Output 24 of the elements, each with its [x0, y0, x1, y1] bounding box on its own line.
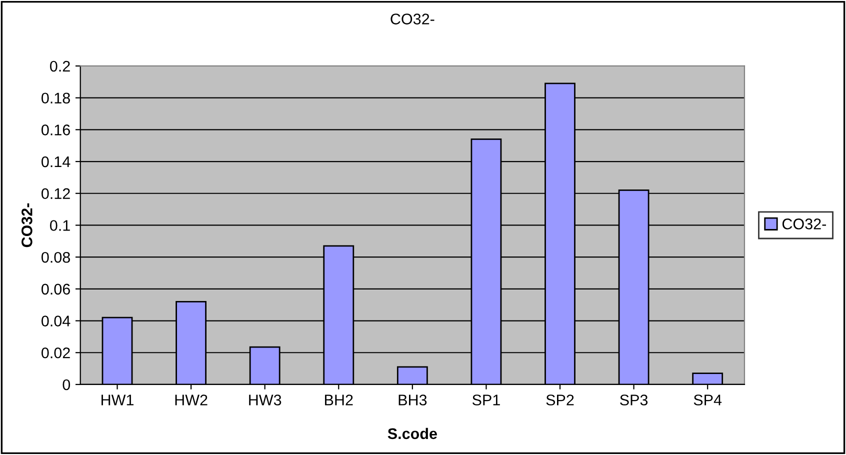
y-axis-title: CO32-: [22, 203, 32, 248]
y-tick-label: 0.04: [42, 316, 70, 326]
y-tick-label: 0.06: [42, 284, 70, 295]
x-tick-label: BH2: [325, 394, 353, 406]
x-tick-label: SP3: [620, 394, 648, 406]
y-tick-label: 0.2: [50, 60, 70, 72]
chart-title: CO32-: [390, 14, 434, 24]
x-axis-title: S.code: [388, 428, 437, 440]
x-tick-label: HW2: [175, 394, 208, 406]
y-tick-label: 0.12: [42, 188, 70, 200]
x-tick-label: BH3: [398, 394, 427, 406]
x-tick-label: HW1: [102, 394, 134, 406]
y-tick-label: 0.08: [42, 252, 70, 263]
y-tick-label: 0.18: [42, 92, 70, 104]
x-tick-label: SP4: [694, 394, 722, 406]
y-tick-label: 0.02: [42, 347, 70, 358]
x-tick-label: SP2: [546, 394, 574, 406]
x-tick-label: SP1: [472, 394, 500, 406]
y-tick-label: 0.16: [42, 124, 70, 136]
y-tick-label: 0.14: [42, 156, 70, 168]
x-tick-label: HW3: [249, 394, 282, 406]
y-tick-label: 0: [62, 379, 70, 390]
legend-label: CO32-: [782, 218, 826, 230]
y-tick-label: 0.1: [50, 220, 70, 231]
